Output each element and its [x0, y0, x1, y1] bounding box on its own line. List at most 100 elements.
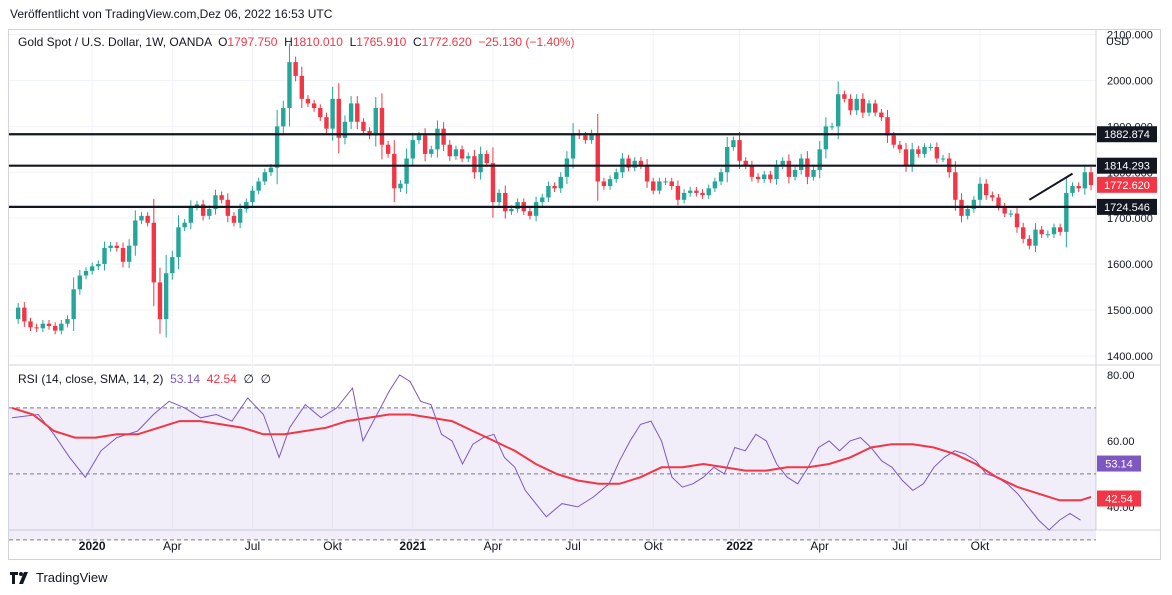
candle-body — [459, 149, 465, 159]
candle-body — [792, 169, 798, 177]
candle-body — [934, 147, 940, 159]
candle-body — [1088, 172, 1094, 186]
candle-body — [1076, 186, 1081, 189]
candle-body — [503, 192, 508, 212]
candle-body — [293, 62, 298, 76]
candle-body — [1039, 229, 1044, 235]
candle-body — [355, 103, 360, 122]
candle-body — [102, 247, 107, 265]
candle-body — [361, 121, 366, 131]
candle-body — [1051, 227, 1057, 235]
candle-body — [274, 126, 280, 168]
candle-body — [675, 186, 681, 200]
candle-body — [170, 257, 175, 274]
candle-body — [330, 98, 335, 129]
candle-body — [71, 289, 76, 320]
candle-body — [429, 149, 434, 154]
candle-body — [712, 181, 718, 189]
candle-body — [873, 103, 878, 113]
time-tick-label: Jul — [892, 539, 907, 553]
candle-body — [836, 94, 841, 127]
brand-name: TradingView — [36, 570, 108, 585]
candle-body — [780, 160, 785, 166]
candle-body — [385, 144, 391, 154]
candle-body — [786, 160, 792, 177]
rsi-name: RSI (14, close, SMA, 14, 2) — [18, 372, 164, 386]
candle-body — [163, 273, 169, 320]
candle-body — [515, 202, 520, 209]
candle-body — [435, 128, 440, 150]
time-tick-label: 2022 — [726, 539, 753, 553]
candle-body — [977, 183, 983, 200]
candle-body — [718, 172, 724, 182]
last-price-badge — [1097, 176, 1157, 193]
candle-body — [854, 98, 859, 111]
candle-body — [126, 245, 132, 262]
candle-body — [219, 195, 224, 200]
candle-body — [829, 126, 835, 128]
candle-body — [262, 172, 267, 182]
candle-body — [336, 98, 341, 138]
rsi-value-badge — [1097, 455, 1141, 472]
candle-body — [256, 181, 261, 191]
time-tick-label: 2020 — [79, 539, 106, 553]
level-price-badge — [1097, 198, 1157, 215]
candle-body — [805, 158, 810, 177]
candle-body — [509, 208, 514, 212]
candle-body — [1008, 213, 1014, 215]
time-tick-label: Okt — [971, 539, 990, 553]
candle-body — [885, 117, 890, 136]
change-value: −25.130 (−1.40%) — [478, 35, 575, 49]
candle-body — [207, 208, 212, 216]
candle-body — [52, 325, 58, 331]
candle-body — [441, 128, 446, 145]
candle-body — [1064, 192, 1069, 232]
candle-body — [194, 204, 200, 207]
price-tick-label: 1600.000 — [1107, 259, 1153, 271]
candle-body — [564, 158, 570, 177]
candle-body — [1082, 172, 1088, 189]
candle-body — [866, 103, 872, 113]
candle-body — [46, 323, 52, 326]
candle-body — [879, 112, 884, 118]
candle-body — [398, 183, 403, 189]
candle-body — [644, 165, 650, 182]
symbol-legend: Gold Spot / U.S. Dollar, 1W, OANDA O1797… — [18, 35, 575, 49]
time-tick-label: Apr — [484, 539, 503, 553]
candle-body — [182, 222, 187, 228]
candle-body — [77, 275, 83, 290]
candle-body — [373, 108, 378, 136]
rsi-legend: RSI (14, close, SMA, 14, 2) 53.14 42.54 … — [18, 372, 271, 386]
rsi-sma-line — [11, 406, 1092, 502]
candle-body — [213, 195, 218, 209]
symbol-name: Gold Spot / U.S. Dollar, 1W, OANDA — [18, 35, 212, 49]
rsi-line — [11, 374, 1081, 531]
brand-footer[interactable]: TradingView — [10, 570, 108, 585]
candle-body — [688, 190, 693, 193]
candle-body — [607, 179, 613, 187]
candle-body — [176, 227, 181, 258]
time-tick-label: Jul — [565, 539, 580, 553]
candle-body — [755, 176, 761, 180]
candle-body — [324, 117, 329, 129]
level-price-label: 1814.293 — [1104, 161, 1150, 173]
candle-body — [558, 176, 563, 189]
candle-body — [268, 167, 274, 173]
candle-body — [447, 144, 452, 157]
candle-body — [737, 140, 742, 161]
level-price-badge — [1097, 157, 1157, 174]
candle-body — [188, 206, 194, 223]
candle-body — [657, 181, 662, 191]
candle-body — [891, 135, 896, 145]
currency-label: USD — [1106, 36, 1129, 48]
level-price-label: 1882.874 — [1104, 129, 1150, 141]
candle-body — [971, 199, 977, 209]
rsi-sma-label: 42.54 — [1105, 494, 1133, 506]
candle-body — [1070, 186, 1075, 193]
candle-body — [133, 220, 138, 246]
rsi-value-label: 53.14 — [1105, 459, 1133, 471]
candle-body — [287, 62, 292, 109]
candle-body — [1057, 227, 1063, 232]
candle-body — [601, 181, 607, 187]
